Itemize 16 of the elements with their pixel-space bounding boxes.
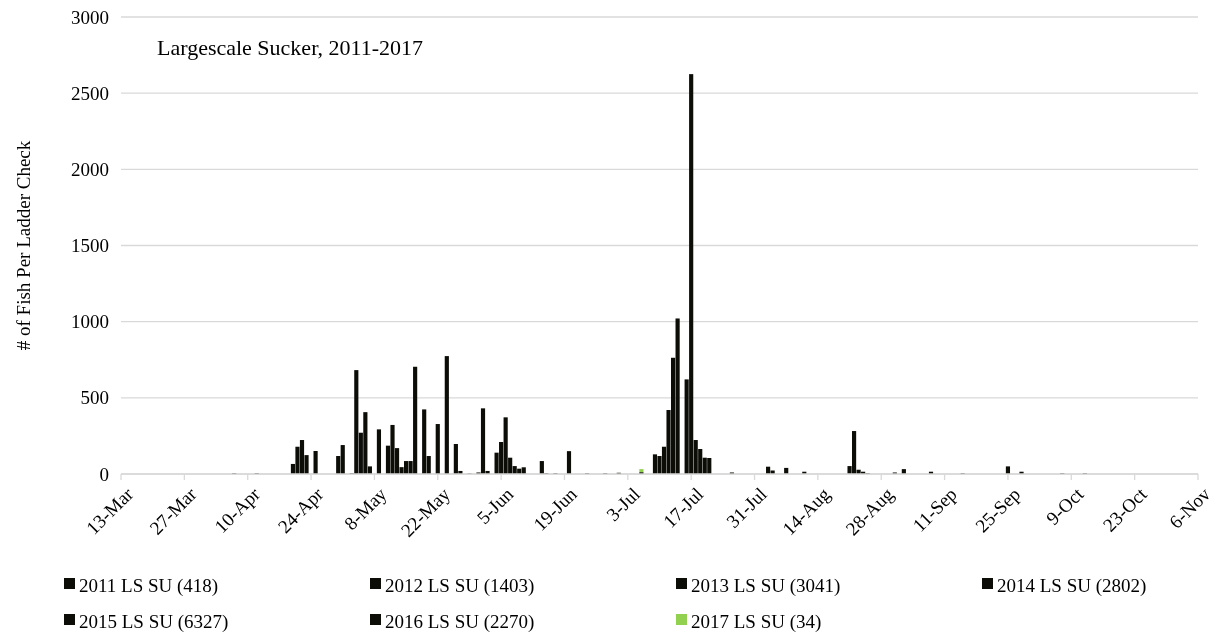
legend-label: 2013 LS SU (3041) (691, 574, 841, 597)
y-tick-label: 1000 (71, 311, 109, 333)
legend-label: 2015 LS SU (6327) (79, 610, 229, 633)
y-tick-label: 2000 (71, 158, 109, 180)
y-tick-label: 3000 (71, 6, 109, 28)
legend-label: 2017 LS SU (34) (691, 610, 822, 633)
y-tick-label: 1500 (71, 235, 109, 257)
legend-label: 2012 LS SU (1403) (385, 574, 535, 597)
legend-label: 2014 LS SU (2802) (997, 574, 1147, 597)
y-tick-label: 0 (99, 463, 109, 485)
legend-label: 2016 LS SU (2270) (385, 610, 535, 633)
y-tick-label: 500 (80, 387, 109, 409)
legend-label: 2011 LS SU (418) (79, 574, 219, 597)
y-axis-title: # of Fish Per Ladder Check (13, 140, 34, 351)
y-tick-label: 2500 (71, 82, 109, 104)
text: Largescale Sucker, 2011-2017 (157, 35, 424, 60)
